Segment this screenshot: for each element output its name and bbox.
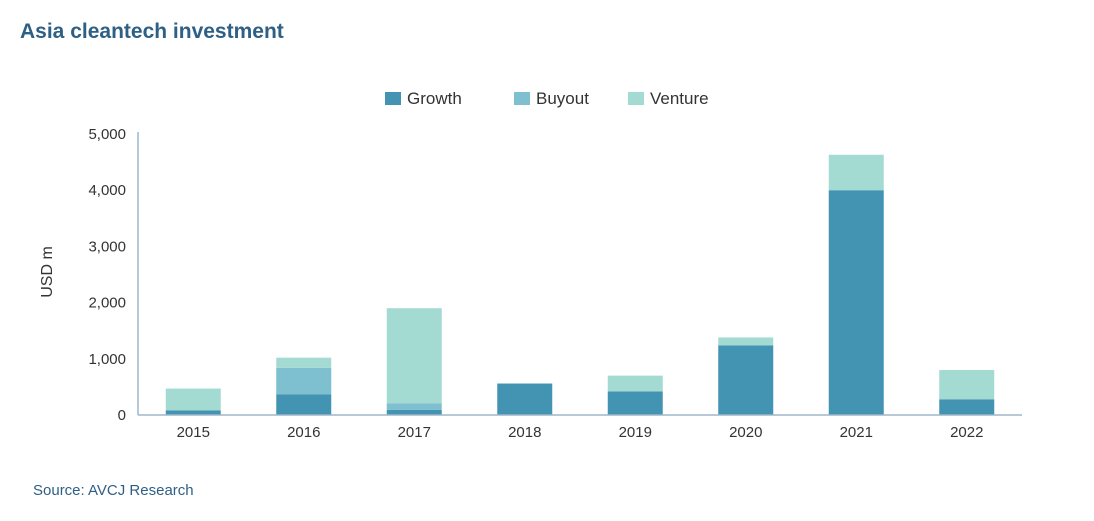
bar-growth-2020 (718, 345, 774, 415)
legend-swatch-buyout (514, 92, 530, 105)
x-tick-label: 2020 (729, 424, 762, 441)
y-tick-label: 0 (118, 407, 126, 424)
legend-swatch-venture (628, 92, 644, 105)
bar-venture-2016 (276, 357, 332, 368)
legend-label-venture: Venture (650, 89, 709, 108)
x-tick-label: 2019 (619, 424, 652, 441)
legend-swatch-growth (385, 92, 401, 105)
bar-growth-2022 (939, 399, 995, 415)
y-axis-label: USD m (39, 246, 56, 298)
x-tick-label: 2015 (177, 424, 210, 441)
x-tick-label: 2018 (508, 424, 541, 441)
x-tick-label: 2016 (287, 424, 320, 441)
y-tick-label: 5,000 (88, 126, 126, 143)
legend-label-growth: Growth (407, 89, 462, 108)
y-tick-label: 1,000 (88, 351, 126, 368)
legend: Growth Buyout Venture (385, 89, 709, 108)
bar-buyout-2016 (276, 367, 332, 395)
bar-growth-2019 (607, 391, 663, 415)
bar-growth-2017 (386, 409, 442, 415)
bar-venture-2015 (165, 388, 221, 411)
y-tick-label: 4,000 (88, 182, 126, 199)
bars (165, 154, 995, 415)
bar-venture-2019 (607, 375, 663, 392)
chart-title: Asia cleantech investment (20, 20, 284, 43)
x-tick-label: 2017 (398, 424, 431, 441)
x-tick-label: 2022 (950, 424, 983, 441)
bar-venture-2022 (939, 370, 995, 400)
bar-growth-2018 (497, 383, 553, 415)
bar-growth-2016 (276, 394, 332, 415)
bar-venture-2020 (718, 337, 774, 346)
bar-growth-2021 (828, 190, 884, 415)
x-tick-label: 2021 (840, 424, 873, 441)
y-tick-label: 3,000 (88, 238, 126, 255)
source-note: Source: AVCJ Research (33, 482, 194, 499)
legend-label-buyout: Buyout (536, 89, 589, 108)
bar-growth-2015 (165, 410, 221, 415)
x-axis: 2015 2016 2017 2018 2019 2020 2021 2022 (138, 414, 1022, 441)
y-tick-label: 2,000 (88, 295, 126, 312)
bar-venture-2021 (828, 154, 884, 191)
bar-venture-2017 (386, 308, 442, 404)
bar-buyout-2017 (386, 403, 442, 410)
y-axis: 0 1,000 2,000 3,000 4,000 5,000 (88, 126, 139, 424)
